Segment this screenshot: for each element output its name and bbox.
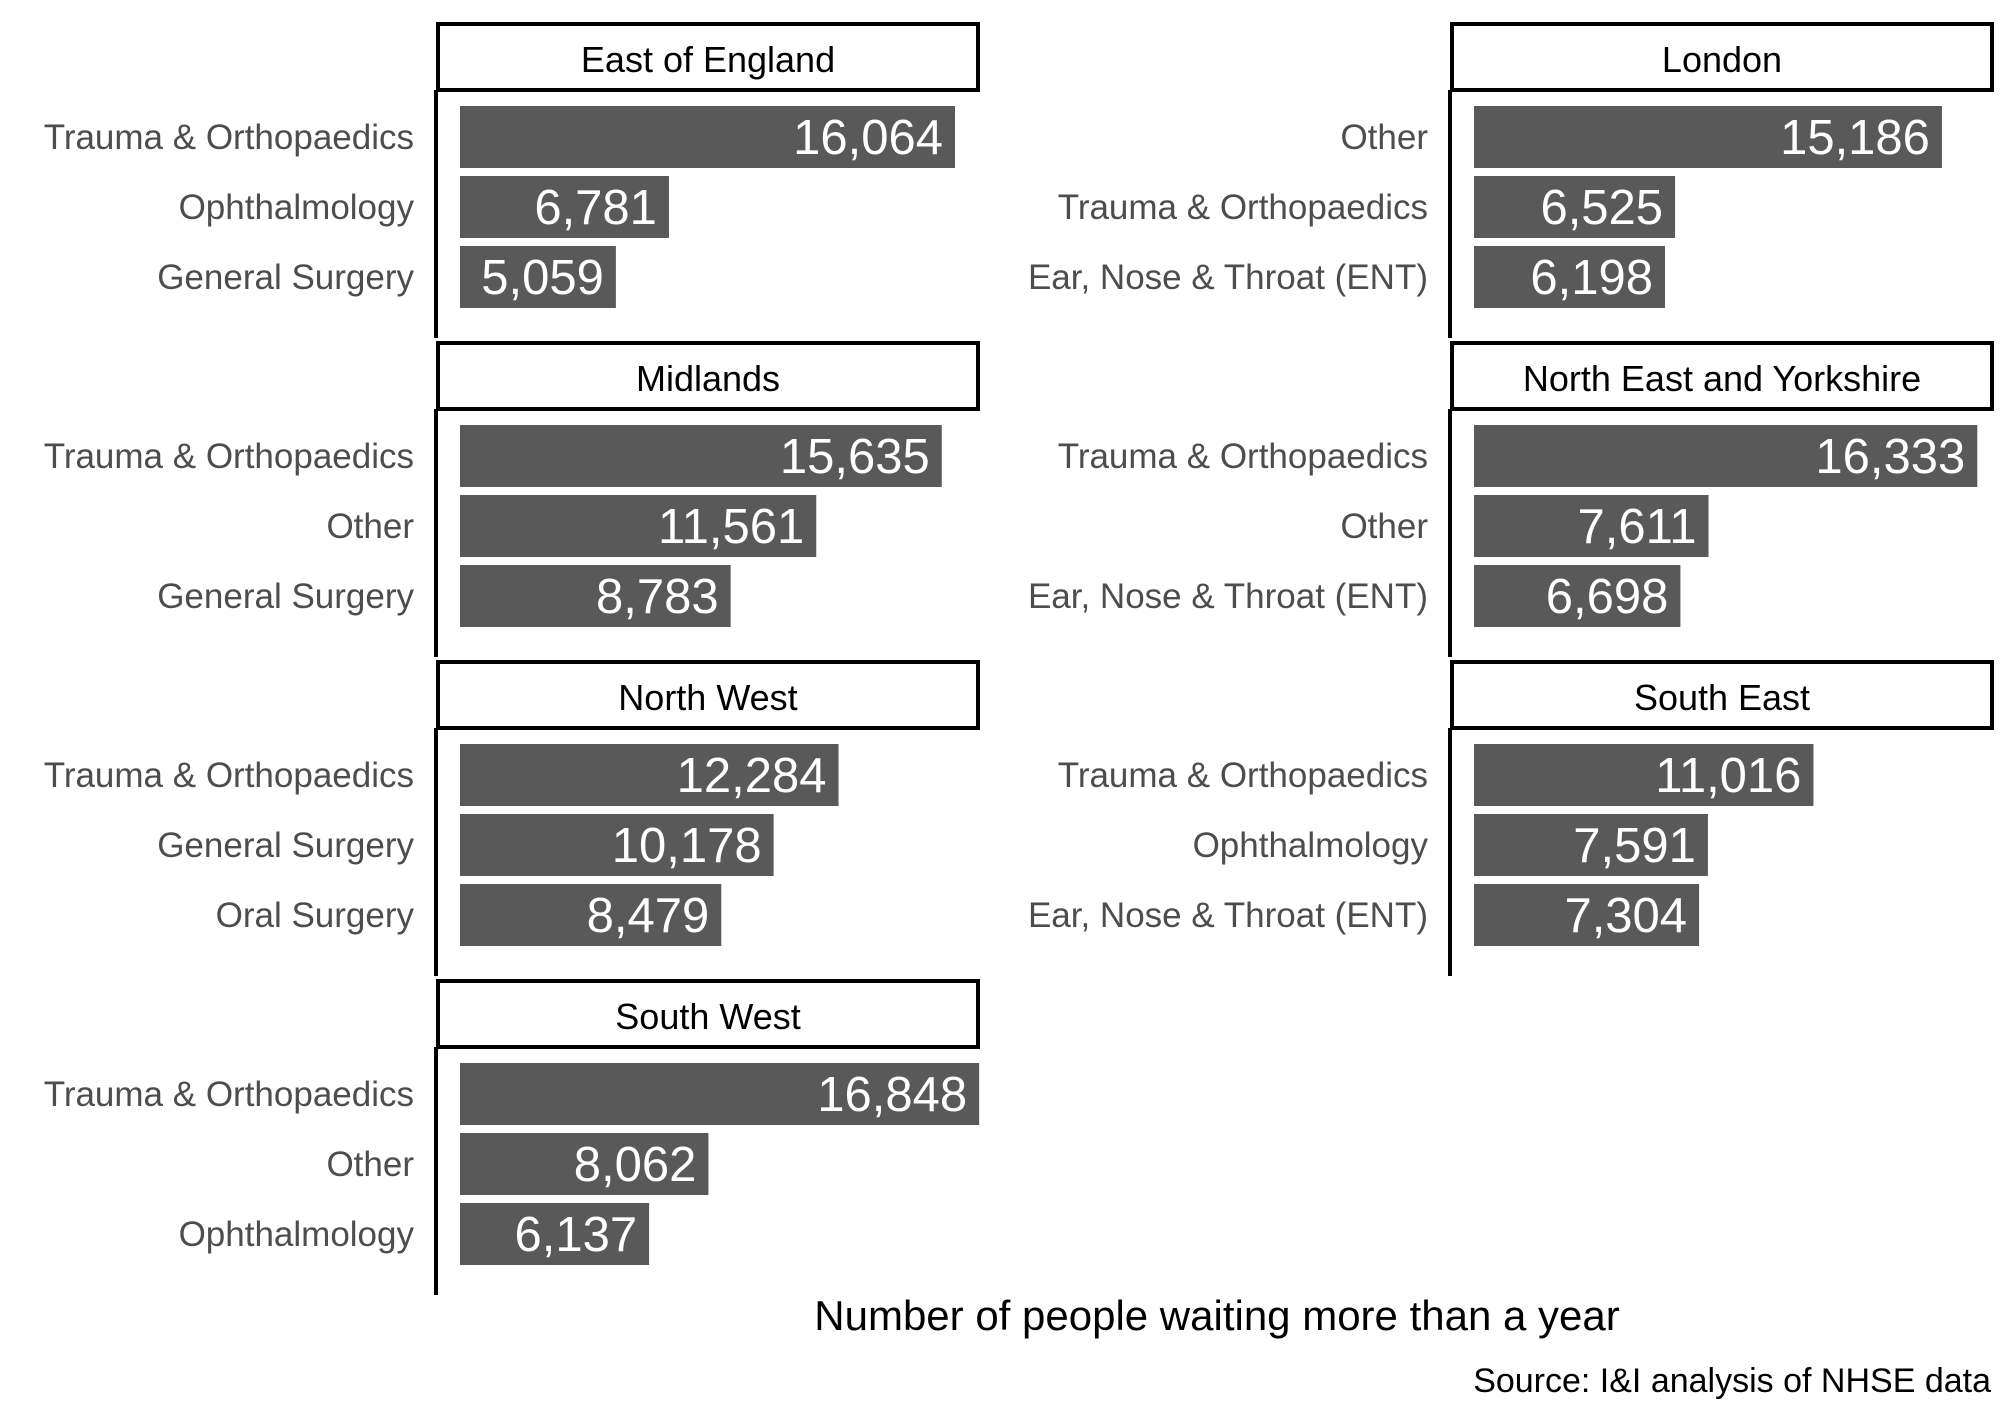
bar-value-label: 6,137 — [514, 1208, 637, 1262]
bar — [460, 814, 774, 876]
bar — [460, 106, 955, 168]
x-axis-title: Number of people waiting more than a yea… — [814, 1292, 1619, 1339]
bar — [460, 884, 722, 946]
category-label: Oral Surgery — [216, 896, 415, 935]
category-label: Ear, Nose & Throat (ENT) — [1028, 577, 1428, 616]
facet-south-west: South West 16,848 Trauma & Orthopaedics 8,0… — [44, 979, 980, 1295]
category-label: Trauma & Orthopaedics — [1058, 437, 1428, 476]
facet-london: London 15,186 Other 6,525 Trauma & Orthopaed… — [1028, 22, 1994, 338]
bar-value-label: 16,333 — [1815, 430, 1965, 484]
bar-value-label: 6,781 — [534, 181, 657, 235]
bar-value-label: 15,186 — [1780, 111, 1930, 165]
facet-strip — [1450, 22, 1994, 92]
bar — [1474, 814, 1708, 876]
category-label: Trauma & Orthopaedics — [44, 118, 414, 157]
bar-value-label: 7,591 — [1573, 819, 1696, 873]
bar — [1474, 744, 1814, 806]
category-label: Other — [326, 1145, 414, 1184]
bar-value-label: 5,059 — [481, 251, 604, 305]
chart-panels: East of England 16,064 Trauma & Orthopaedi… — [44, 22, 1994, 1295]
bar-value-label: 8,479 — [587, 889, 710, 943]
bar-value-label: 16,848 — [817, 1068, 967, 1122]
bar — [1474, 565, 1681, 627]
bar-value-label: 16,064 — [793, 111, 943, 165]
category-label: Trauma & Orthopaedics — [1058, 188, 1428, 227]
bar-value-label: 11,561 — [658, 500, 804, 554]
facet-east-of-england: East of England 16,064 Trauma & Orthopaedi… — [44, 22, 980, 338]
bar-value-label: 6,198 — [1530, 251, 1653, 305]
bar — [460, 176, 669, 238]
facet-title: South West — [615, 996, 800, 1037]
category-label: Other — [326, 507, 414, 546]
facet-title: North East and Yorkshire — [1523, 358, 1921, 399]
facet-strip — [436, 660, 980, 730]
bar-value-label: 7,611 — [1578, 500, 1697, 554]
bar-value-label: 8,062 — [574, 1138, 697, 1192]
facet-strip — [436, 979, 980, 1049]
bar-value-label: 15,635 — [780, 430, 930, 484]
category-label: Trauma & Orthopaedics — [44, 756, 414, 795]
bar — [460, 495, 817, 557]
category-label: Ophthalmology — [179, 188, 415, 227]
bar — [460, 1063, 980, 1125]
bar — [460, 1203, 650, 1265]
bar — [1474, 246, 1665, 308]
bar — [1474, 884, 1700, 946]
bar-value-label: 11,016 — [1655, 749, 1801, 803]
bar — [460, 1133, 709, 1195]
bar-value-label: 12,284 — [677, 749, 827, 803]
facet-title: North West — [618, 677, 797, 718]
bar-value-label: 10,178 — [612, 819, 762, 873]
facet-strip — [436, 22, 980, 92]
category-label: Ophthalmology — [1193, 826, 1429, 865]
category-label: Ear, Nose & Throat (ENT) — [1028, 258, 1428, 297]
bar-value-label: 6,525 — [1540, 181, 1663, 235]
facet-north-east-and-yorkshire: North East and Yorkshire 16,333 Trauma & O… — [1028, 341, 1994, 657]
category-label: Trauma & Orthopaedics — [44, 1075, 414, 1114]
category-label: Ophthalmology — [179, 1215, 415, 1254]
bar — [1474, 106, 1942, 168]
category-label: General Surgery — [157, 258, 414, 297]
facet-title: South East — [1634, 677, 1810, 718]
facet-strip — [436, 341, 980, 411]
category-label: Trauma & Orthopaedics — [44, 437, 414, 476]
facet-south-east: South East 11,016 Trauma & Orthopaedics 7,5… — [1028, 660, 1994, 976]
bar-value-label: 7,304 — [1564, 889, 1687, 943]
bar — [460, 425, 942, 487]
bar — [460, 565, 731, 627]
source-caption: Source: I&I analysis of NHSE data — [1473, 1362, 1991, 1400]
bar — [1474, 495, 1709, 557]
facet-north-west: North West 12,284 Trauma & Orthopaedics 10,… — [44, 660, 980, 976]
facet-title: London — [1662, 39, 1782, 80]
facet-strip — [1450, 341, 1994, 411]
category-label: Ear, Nose & Throat (ENT) — [1028, 896, 1428, 935]
bar — [460, 744, 839, 806]
category-label: Trauma & Orthopaedics — [1058, 756, 1428, 795]
facet-title: Midlands — [636, 358, 780, 399]
facet-title: East of England — [581, 39, 835, 80]
facet-strip — [1450, 660, 1994, 730]
bar — [1474, 176, 1676, 238]
category-label: General Surgery — [157, 826, 414, 865]
category-label: General Surgery — [157, 577, 414, 616]
bar-value-label: 8,783 — [596, 570, 719, 624]
bar — [460, 246, 616, 308]
bar-value-label: 6,698 — [1546, 570, 1669, 624]
category-label: Other — [1340, 118, 1428, 157]
category-label: Other — [1340, 507, 1428, 546]
bar — [1474, 425, 1978, 487]
